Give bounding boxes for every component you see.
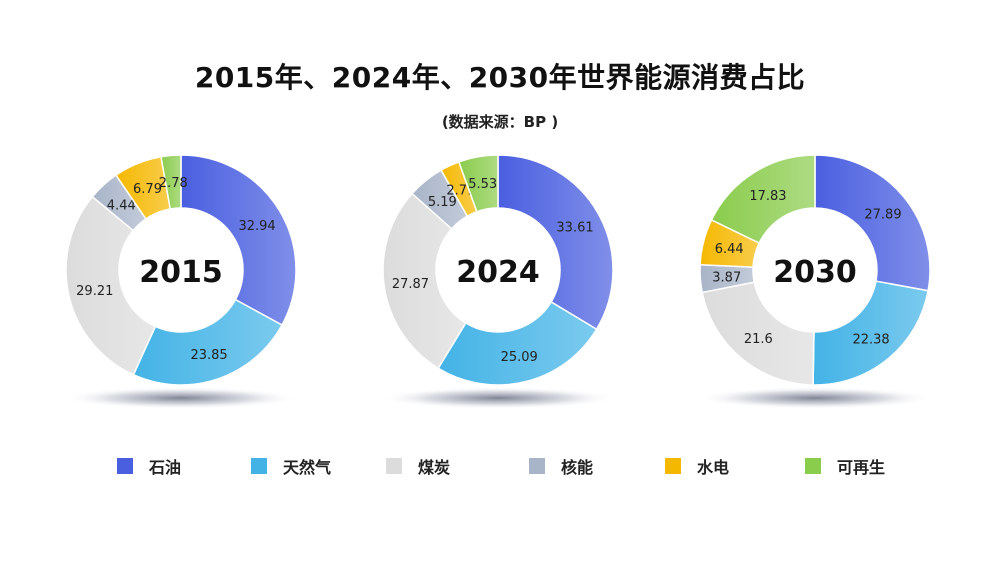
slice-coal-2030 xyxy=(701,281,815,386)
data-label-nuclear: 5.19 xyxy=(428,195,457,210)
slice-renewable-2015 xyxy=(160,154,182,210)
chart-shadow xyxy=(380,387,616,409)
legend-item-oil: 石油 xyxy=(117,452,181,480)
data-label-renewable: 17.83 xyxy=(749,189,786,204)
legend-swatch xyxy=(665,458,681,474)
donut-chart-2015: 32.94 23.85 29.21 4.44 6.792.78 2015 xyxy=(63,154,299,409)
legend-label: 可再生 xyxy=(837,458,886,477)
legend-swatch xyxy=(386,458,402,474)
legend-label: 水电 xyxy=(697,458,730,477)
legend-label: 核能 xyxy=(561,458,594,477)
legend-swatch xyxy=(117,458,133,474)
legend-label: 天然气 xyxy=(283,458,332,477)
data-label-oil: 27.89 xyxy=(864,207,901,222)
center-year-label: 2024 xyxy=(456,255,540,290)
data-label-coal: 27.87 xyxy=(392,277,429,292)
legend-swatch xyxy=(251,458,267,474)
legend-item-hydro: 水电 xyxy=(665,452,729,480)
legend-item-gas: 天然气 xyxy=(251,452,331,480)
center-year-label: 2030 xyxy=(773,255,857,290)
slice-gas-2024 xyxy=(437,300,598,386)
legend-label: 石油 xyxy=(149,458,182,477)
chart-title: 2015年、2024年、2030年世界能源消费占比 xyxy=(194,61,806,94)
legend-label: 煤炭 xyxy=(418,458,451,477)
data-label-coal: 21.6 xyxy=(744,332,773,347)
slice-coal-2015 xyxy=(65,195,157,376)
legend-item-nuclear: 核能 xyxy=(529,452,593,480)
chart-shadow xyxy=(63,387,299,409)
data-label-renewable: 5.53 xyxy=(468,177,497,192)
chart-shadow xyxy=(697,387,933,409)
slice-renewable-2024 xyxy=(457,154,499,213)
data-label-gas: 23.85 xyxy=(190,348,227,363)
data-label-hydro: 6.79 xyxy=(133,182,162,197)
chart-subtitle: (数据来源：BP ) xyxy=(441,113,559,131)
slice-renewable-2030 xyxy=(710,154,816,244)
slice-gas-2015 xyxy=(132,298,284,386)
legend-item-coal: 煤炭 xyxy=(386,452,450,480)
center-year-label: 2015 xyxy=(139,255,223,290)
slice-coal-2024 xyxy=(382,192,467,370)
slice-oil-2030 xyxy=(814,154,931,292)
slice-gas-2030 xyxy=(812,280,929,386)
data-label-coal: 29.21 xyxy=(76,284,113,299)
data-label-nuclear: 3.87 xyxy=(712,271,741,286)
data-label-nuclear: 4.44 xyxy=(107,199,136,214)
legend: 石油 天然气 煤炭 核能 水电 可再生 xyxy=(0,452,1000,480)
slice-oil-2024 xyxy=(497,154,614,331)
data-label-gas: 22.38 xyxy=(852,332,889,347)
data-label-oil: 33.61 xyxy=(556,220,593,235)
donut-chart-2030: 27.89 22.38 21.6 3.87 6.44 17.83 2030 xyxy=(697,154,933,409)
legend-swatch xyxy=(529,458,545,474)
legend-swatch xyxy=(805,458,821,474)
data-label-gas: 25.09 xyxy=(501,350,538,365)
slice-oil-2015 xyxy=(180,154,297,327)
data-label-renewable: 2.78 xyxy=(159,176,188,191)
data-label-oil: 32.94 xyxy=(238,219,275,234)
data-label-hydro: 6.44 xyxy=(715,242,744,257)
legend-item-renewable: 可再生 xyxy=(805,452,885,480)
